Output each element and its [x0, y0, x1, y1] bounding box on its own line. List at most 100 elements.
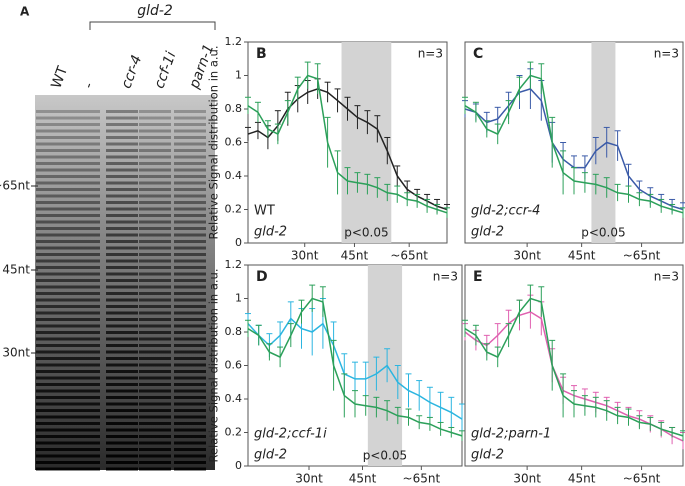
x-tick-label: 45nt: [341, 249, 369, 263]
gel-band: [174, 370, 206, 373]
gel-band: [36, 370, 68, 373]
gel-band: [139, 214, 171, 217]
gel-band: [36, 142, 68, 146]
gel-band: [139, 305, 171, 308]
gel-band: [174, 142, 206, 146]
gel-band: [36, 363, 68, 367]
lane-label: ccr-4: [118, 53, 145, 91]
gel-band: [68, 155, 100, 159]
gel-band: [106, 396, 138, 399]
gel-band: [139, 376, 171, 380]
gel-band: [174, 259, 206, 263]
x-tick-label: 30nt: [291, 249, 319, 263]
x-tick-label: 30nt: [513, 249, 541, 263]
gel-band: [106, 162, 138, 165]
gel-band: [139, 467, 171, 471]
gel-band: [68, 461, 100, 464]
x-tick-label: 30nt: [295, 472, 323, 486]
gel-band: [106, 298, 138, 302]
marker-label: 45nt: [2, 263, 30, 277]
gel-band: [68, 214, 100, 217]
gel-band: [139, 246, 171, 250]
legend-label: gld-2;ccr-4: [471, 204, 540, 219]
gel-band: [68, 331, 100, 334]
gel-band: [106, 194, 138, 198]
gel-band: [139, 396, 171, 399]
gel-band: [68, 272, 100, 276]
gel-band: [174, 435, 206, 438]
gel-band: [139, 142, 171, 146]
gel-band: [36, 136, 68, 139]
gel-band: [106, 129, 138, 133]
gel-band: [174, 188, 206, 191]
gel-band: [68, 363, 100, 367]
gel-band: [36, 253, 68, 256]
gel-band: [36, 337, 68, 341]
gel-band: [174, 129, 206, 133]
x-tick-label: 30nt: [513, 472, 541, 486]
gel-band: [139, 350, 171, 354]
gel-band: [139, 240, 171, 243]
legend-label: gld-2;ccf-1i: [254, 427, 327, 442]
y-tick-label: 0.2: [225, 426, 243, 439]
gel-band: [106, 461, 138, 464]
p-value: p<0.05: [344, 226, 388, 240]
gel-band: [36, 298, 68, 302]
gel-band: [106, 110, 138, 113]
gel-band: [174, 175, 206, 178]
gel-band: [36, 116, 68, 120]
gel-band: [139, 136, 171, 139]
gel-band: [139, 259, 171, 263]
gel-band: [106, 383, 138, 386]
gel-band: [36, 123, 68, 126]
gel-band: [68, 389, 100, 393]
gel-band: [139, 253, 171, 256]
gel-band: [68, 123, 100, 126]
gel-band: [174, 376, 206, 380]
gel-band: [174, 448, 206, 451]
gel-band: [68, 311, 100, 315]
gel-band: [106, 259, 138, 263]
gel-band: [36, 428, 68, 432]
y-tick-label: 0.6: [225, 359, 243, 372]
gel-band: [174, 383, 206, 386]
gel-band: [68, 409, 100, 412]
gel-band: [106, 272, 138, 276]
gel-band: [139, 454, 171, 458]
gel-band: [139, 448, 171, 451]
gel-band: [106, 220, 138, 224]
gel-band: [36, 415, 68, 419]
gel-band: [106, 376, 138, 380]
gel-band: [36, 344, 68, 347]
gel-band: [36, 214, 68, 217]
gel-band: [68, 428, 100, 432]
gel-band: [139, 279, 171, 282]
gel-band: [68, 298, 100, 302]
gel-band: [106, 448, 138, 451]
gel-band: [68, 383, 100, 386]
gel-band: [139, 318, 171, 321]
gel-band: [36, 110, 68, 113]
gel-band: [106, 214, 138, 217]
gel-band: [106, 285, 138, 289]
gel-band: [68, 240, 100, 243]
y-tick-label: 0.8: [225, 102, 243, 115]
gel-band: [68, 396, 100, 399]
gel-band: [68, 233, 100, 237]
gel-band: [174, 201, 206, 204]
sample-size: n=3: [418, 47, 443, 61]
gel-band: [139, 435, 171, 438]
gel-band: [174, 207, 206, 211]
gel-band: [68, 370, 100, 373]
gel-band: [106, 279, 138, 282]
gel-band: [139, 337, 171, 341]
panel-label: C: [473, 46, 483, 62]
gel-band: [36, 435, 68, 438]
lane-label: -: [80, 81, 97, 91]
gel-band: [68, 259, 100, 263]
gel-band: [139, 181, 171, 185]
gel-band: [106, 350, 138, 354]
gel-band: [174, 396, 206, 399]
gel-band: [174, 415, 206, 419]
gel-band: [106, 175, 138, 178]
